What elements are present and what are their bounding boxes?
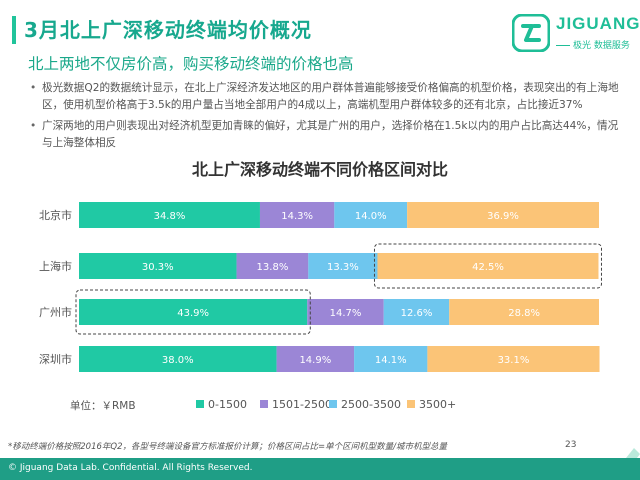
legend-swatch — [329, 400, 337, 408]
data-label: 30.3% — [142, 262, 174, 273]
bar-segment — [334, 202, 408, 228]
bar-segment — [449, 299, 599, 325]
jiguang-logo-icon — [512, 14, 550, 52]
data-label: 42.5% — [472, 262, 504, 273]
page-subtitle: 北上两地不仅房价高，购买移动终端的价格也高 — [28, 55, 354, 73]
legend-label: 2500-3500 — [341, 398, 401, 411]
data-label: 33.1% — [498, 355, 530, 366]
data-label: 14.0% — [355, 211, 387, 222]
legend-label: 0-1500 — [208, 398, 247, 411]
legend-swatch — [196, 400, 204, 408]
bar-segment — [79, 202, 260, 228]
data-label: 14.1% — [375, 355, 407, 366]
bar-segment — [308, 253, 378, 279]
data-label: 36.9% — [487, 211, 519, 222]
data-label: 43.9% — [177, 308, 209, 319]
legend-swatch — [260, 400, 268, 408]
data-label: 13.8% — [257, 262, 289, 273]
page-number: 23 — [565, 440, 577, 450]
logo-tagline: 极光 数据服务 — [556, 38, 630, 51]
bar-segment — [276, 346, 355, 372]
data-label: 14.3% — [281, 211, 313, 222]
category-label: 广州市 — [39, 305, 72, 319]
bullet-dot-icon: • — [30, 82, 37, 94]
legend-swatch — [407, 400, 415, 408]
bar-segment — [383, 299, 450, 325]
footnote: *移动终端价格按照2016年Q2，各型号终端设备官方标准报价计算；价格区间占比=… — [8, 442, 447, 452]
bar-segment — [79, 299, 308, 325]
jiguang-logo: JIGUANG 极光 数据服务 — [512, 10, 639, 56]
copyright-text: © Jiguang Data Lab. Confidential. All Ri… — [8, 463, 253, 473]
category-label: 上海市 — [39, 259, 72, 273]
data-label: 13.3% — [327, 262, 359, 273]
data-label: 12.6% — [401, 308, 433, 319]
bullet-item: • 广深两地的用户则表现出对经济机型更加青睐的偏好，尤其是广州的用户，选择价格在… — [30, 118, 620, 152]
bar-segment — [79, 253, 237, 279]
bar-segment — [259, 202, 335, 228]
bar-segment — [79, 346, 277, 372]
highlight-box — [75, 289, 311, 335]
bullet-item: • 极光数据Q2的数据统计显示，在北上广深经济发达地区的用户群体普遍能够接受价格… — [30, 80, 620, 114]
highlight-box — [373, 243, 602, 289]
page-title: 3月北上广深移动终端均价概况 — [24, 18, 312, 42]
legend-label: 1501-2500 — [272, 398, 332, 411]
legend-label: 3500+ — [419, 398, 456, 411]
footer-bar: © Jiguang Data Lab. Confidential. All Ri… — [0, 440, 640, 480]
chart-title: 北上广深移动终端不同价格区间对比 — [191, 160, 448, 179]
bar-segment — [236, 253, 309, 279]
bullet-list: • 极光数据Q2的数据统计显示，在北上广深经济发达地区的用户群体普遍能够接受价格… — [30, 80, 620, 156]
bar-segment — [377, 253, 599, 279]
data-label: 14.7% — [330, 308, 362, 319]
title-accent-bar — [12, 16, 16, 44]
bullet-dot-icon: • — [30, 120, 37, 132]
bullet-text: 广深两地的用户则表现出对经济机型更加青睐的偏好，尤其是广州的用户，选择价格在1.… — [42, 120, 619, 149]
category-label: 深圳市 — [39, 352, 72, 366]
logo-name: JIGUANG — [556, 14, 640, 33]
data-label: 38.0% — [162, 355, 194, 366]
bar-segment — [354, 346, 428, 372]
unit-label: 单位：￥RMB — [70, 400, 136, 412]
bar-segment — [427, 346, 600, 372]
bar-segment — [407, 202, 599, 228]
bar-segment — [307, 299, 384, 325]
data-label: 34.8% — [154, 211, 186, 222]
category-label: 北京市 — [39, 208, 72, 222]
data-label: 28.8% — [508, 308, 540, 319]
data-label: 14.9% — [299, 355, 331, 366]
bullet-text: 极光数据Q2的数据统计显示，在北上广深经济发达地区的用户群体普遍能够接受价格偏高… — [42, 82, 619, 111]
